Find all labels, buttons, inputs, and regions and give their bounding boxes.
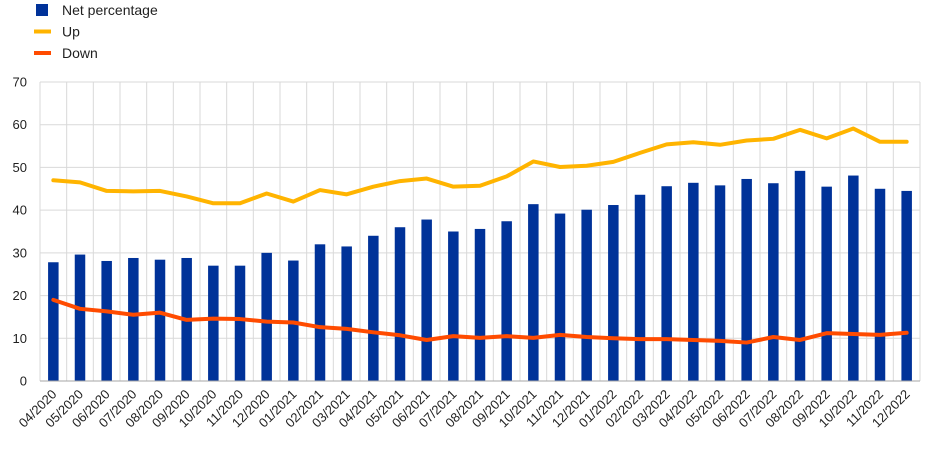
y-tick-label-30: 30	[13, 245, 27, 260]
line-down	[51, 297, 909, 345]
legend-swatch-net-percentage	[36, 4, 48, 16]
bar-net-percentage-12-2022	[901, 190, 912, 381]
y-tick-label-40: 40	[13, 203, 27, 218]
line-series	[51, 126, 909, 345]
bar-net-percentage-10-2022	[848, 175, 859, 381]
bar-net-percentage-02-2022	[634, 194, 646, 381]
y-tick-label-50: 50	[13, 160, 27, 175]
line-up	[51, 126, 909, 206]
bar-net-percentage-04-2022	[688, 182, 699, 381]
bar-net-percentage-09-2022	[821, 186, 832, 381]
bar-series-net-percentage	[48, 170, 912, 381]
bar-net-percentage-10-2020	[208, 265, 219, 381]
legend-label-net-percentage: Net percentage	[62, 2, 158, 18]
bar-net-percentage-11-2022	[874, 188, 886, 381]
bar-net-percentage-12-2020	[261, 252, 272, 381]
bar-net-percentage-09-2021	[501, 221, 512, 381]
bar-net-percentage-04-2021	[368, 235, 379, 381]
bar-net-percentage-11-2020	[234, 265, 246, 381]
legend: Net percentage Up Down	[34, 2, 158, 61]
bar-net-percentage-12-2021	[581, 209, 592, 381]
legend-item-up: Up	[34, 24, 80, 40]
legend-item-net-percentage: Net percentage	[36, 2, 158, 18]
y-tick-label-70: 70	[13, 75, 27, 90]
bar-net-percentage-06-2022	[741, 178, 752, 381]
bar-net-percentage-02-2021	[314, 244, 326, 381]
bar-net-percentage-06-2021	[421, 219, 432, 381]
y-axis: 0 10 20 30 40 50 60 70	[13, 75, 27, 389]
bar-net-percentage-01-2022	[608, 205, 619, 381]
bar-net-percentage-04-2020	[48, 262, 59, 381]
legend-item-down: Down	[34, 45, 98, 61]
bar-net-percentage-05-2021	[394, 227, 406, 381]
legend-label-up: Up	[62, 24, 80, 40]
bar-net-percentage-10-2021	[528, 204, 539, 381]
bar-net-percentage-06-2020	[101, 260, 112, 381]
x-axis: 04/202005/202006/202007/202008/202009/20…	[16, 380, 920, 430]
bar-net-percentage-05-2022	[714, 185, 726, 381]
bar-net-percentage-07-2022	[768, 183, 779, 381]
bar-net-percentage-08-2021	[474, 228, 486, 381]
bar-net-percentage-03-2021	[341, 246, 352, 381]
y-tick-label-0: 0	[20, 374, 27, 389]
bar-net-percentage-07-2021	[448, 231, 459, 381]
bar-net-percentage-11-2021	[554, 213, 566, 381]
legend-label-down: Down	[62, 45, 98, 61]
bar-net-percentage-08-2022	[794, 170, 806, 381]
bar-net-percentage-03-2022	[661, 186, 672, 381]
bar-net-percentage-07-2020	[128, 257, 139, 381]
bar-net-percentage-08-2020	[154, 259, 166, 381]
y-tick-label-10: 10	[13, 331, 27, 346]
y-tick-label-20: 20	[13, 288, 27, 303]
y-tick-label-60: 60	[13, 117, 27, 132]
bar-net-percentage-05-2020	[74, 254, 86, 381]
